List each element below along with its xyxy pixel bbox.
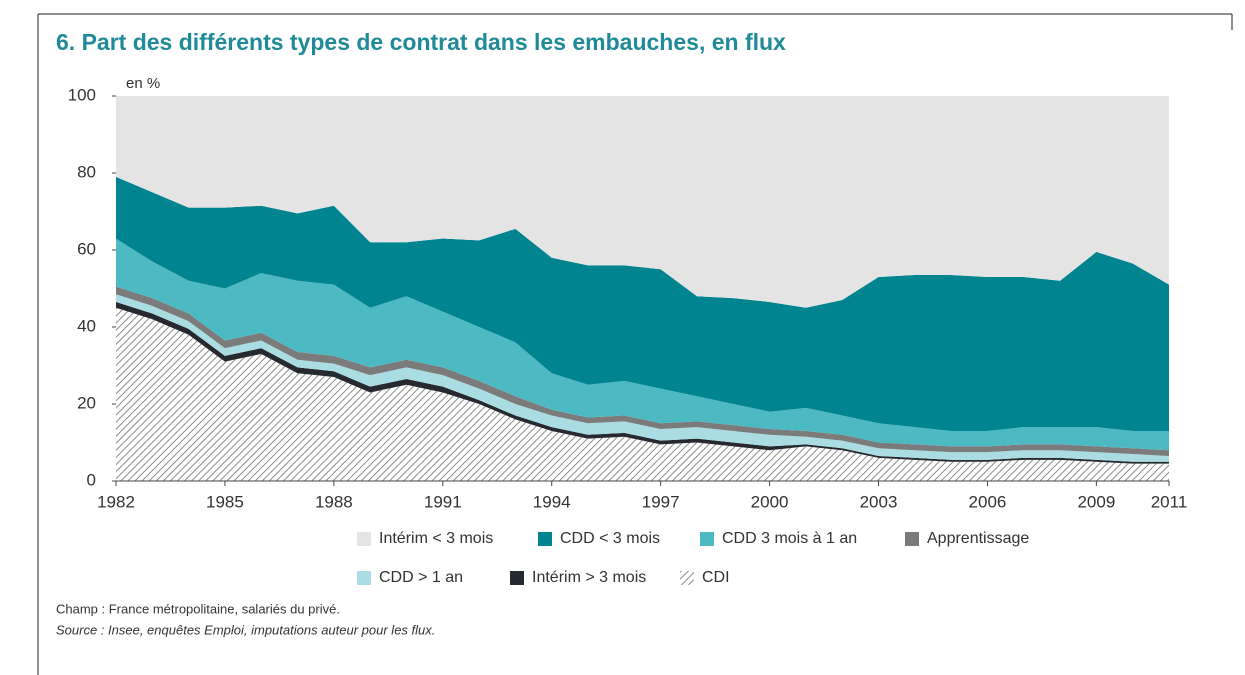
- legend-swatch: [510, 571, 524, 585]
- y-axis-label: en %: [126, 75, 160, 92]
- y-tick-label: 80: [77, 162, 96, 181]
- chart-title: 6. Part des différents types de contrat …: [56, 29, 786, 55]
- note: Champ : France métropolitaine, salariés …: [56, 601, 340, 616]
- legend-label: Apprentissage: [927, 530, 1029, 547]
- legend-label: CDI: [702, 569, 730, 586]
- legend-swatch: [357, 571, 371, 585]
- x-tick-label: 1991: [424, 492, 462, 511]
- legend-swatch: [680, 571, 694, 585]
- area: [116, 238, 1169, 451]
- x-tick-label: 2006: [969, 492, 1007, 511]
- x-tick-label: 1988: [315, 492, 353, 511]
- x-tick-label: 1982: [97, 492, 135, 511]
- y-tick-label: 20: [77, 393, 96, 412]
- area: [116, 176, 1169, 431]
- legend-swatch: [538, 532, 552, 546]
- legend-label: Intérim > 3 mois: [532, 569, 646, 586]
- x-tick-label: 2009: [1077, 492, 1115, 511]
- legend-label: CDD 3 mois à 1 an: [722, 530, 857, 547]
- area: [116, 307, 1169, 481]
- area: [116, 294, 1169, 462]
- y-tick-label: 60: [77, 239, 96, 258]
- x-tick-label: 1997: [642, 492, 680, 511]
- area: [116, 286, 1169, 456]
- legend-label: CDD > 1 an: [379, 569, 463, 586]
- legend-swatch: [905, 532, 919, 546]
- x-tick-label: 1994: [533, 492, 571, 511]
- y-tick-label: 100: [68, 85, 96, 104]
- x-tick-label: 2003: [860, 492, 898, 511]
- x-tick-label: 2000: [751, 492, 789, 511]
- x-tick-label: 1985: [206, 492, 244, 511]
- note: Source : Insee, enquêtes Emploi, imputat…: [56, 622, 435, 637]
- legend-label: Intérim < 3 mois: [379, 530, 493, 547]
- legend-label: CDD < 3 mois: [560, 530, 660, 547]
- x-tick-label: 2011: [1151, 492, 1188, 511]
- legend-swatch: [357, 532, 371, 546]
- y-tick-label: 0: [87, 470, 96, 489]
- legend-swatch: [700, 532, 714, 546]
- area: [116, 96, 1169, 308]
- y-tick-label: 40: [77, 316, 96, 335]
